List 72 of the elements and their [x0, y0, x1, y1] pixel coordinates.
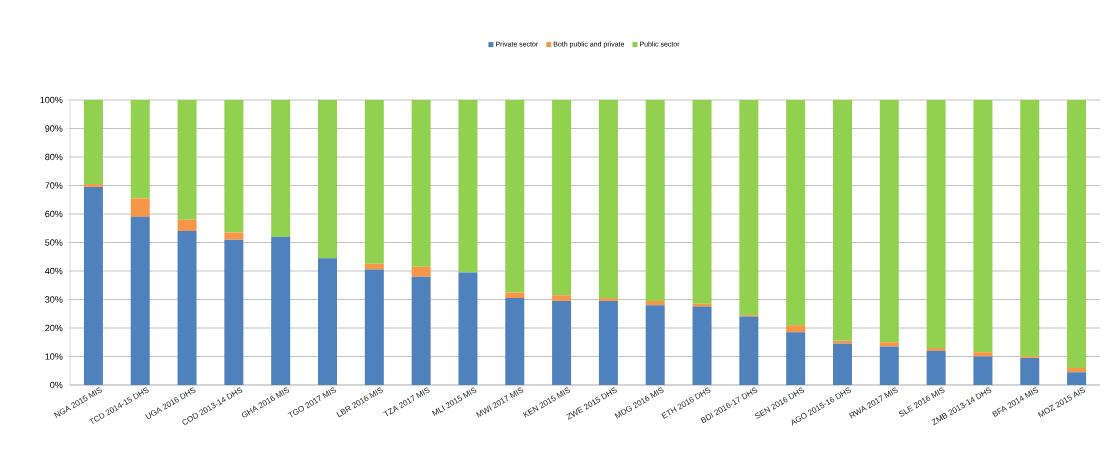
y-tick-label: 70%: [45, 182, 63, 189]
bar: [692, 306, 712, 385]
bar: [177, 231, 197, 385]
bar: [879, 99, 899, 343]
bar: [177, 219, 197, 232]
bar: [598, 300, 618, 385]
bar: [505, 99, 525, 293]
y-tick-label: 20%: [45, 324, 63, 332]
y-tick-label: 90%: [45, 125, 63, 132]
bar: [318, 258, 337, 385]
bar: [926, 350, 946, 385]
bar: [271, 236, 291, 385]
bar: [271, 99, 291, 237]
bar: [83, 184, 103, 187]
bar: [411, 266, 431, 277]
y-tick-label: 40%: [45, 267, 63, 275]
bar: [505, 298, 525, 385]
bar: [83, 186, 103, 385]
bar: [130, 198, 150, 217]
y-tick-label: 100%: [40, 96, 63, 104]
bar: [411, 99, 431, 267]
bar: [552, 99, 572, 296]
bar: [1067, 367, 1087, 373]
bar: [832, 343, 852, 385]
bar: [692, 99, 712, 304]
bar: [130, 216, 150, 385]
bar: [177, 99, 197, 220]
y-tick-label: 80%: [45, 153, 63, 161]
bar: [364, 263, 384, 270]
bar: [973, 356, 993, 385]
bar: [364, 269, 384, 385]
bar: [83, 99, 103, 185]
bar: [224, 232, 244, 240]
bar: [1020, 357, 1040, 385]
bar: [832, 99, 852, 341]
bar: [224, 99, 244, 233]
bar: [973, 99, 993, 353]
bar: [786, 332, 806, 385]
bar: [739, 99, 759, 316]
bar: [926, 347, 946, 351]
bar: [879, 346, 899, 385]
bar: [1067, 372, 1087, 385]
bar: [786, 99, 806, 326]
bar: [364, 99, 384, 264]
bar: [552, 295, 572, 301]
bar: [552, 300, 572, 385]
y-tick-label: 60%: [45, 210, 63, 218]
bar: [645, 305, 665, 385]
bar: [224, 239, 244, 385]
bar: [1020, 99, 1040, 357]
bar: [645, 99, 665, 301]
bar: [458, 99, 478, 273]
y-tick-label: 0%: [50, 381, 63, 389]
bar: [1067, 99, 1087, 368]
bar: [832, 340, 852, 344]
bar: [692, 303, 712, 307]
bar: [411, 276, 431, 385]
bar: [645, 300, 665, 306]
y-tick-label: 10%: [45, 353, 63, 360]
bar: [505, 292, 525, 299]
y-tick-label: 50%: [45, 239, 63, 246]
bar: [739, 316, 759, 385]
bar: [786, 325, 806, 333]
bar: [130, 99, 150, 199]
bar: [598, 99, 618, 299]
y-tick-label: 30%: [45, 296, 63, 303]
bar: [926, 99, 946, 348]
bar: [458, 272, 478, 385]
bar: [318, 99, 337, 259]
bar: [879, 342, 899, 347]
bar: [598, 298, 618, 301]
bar: [973, 352, 993, 357]
